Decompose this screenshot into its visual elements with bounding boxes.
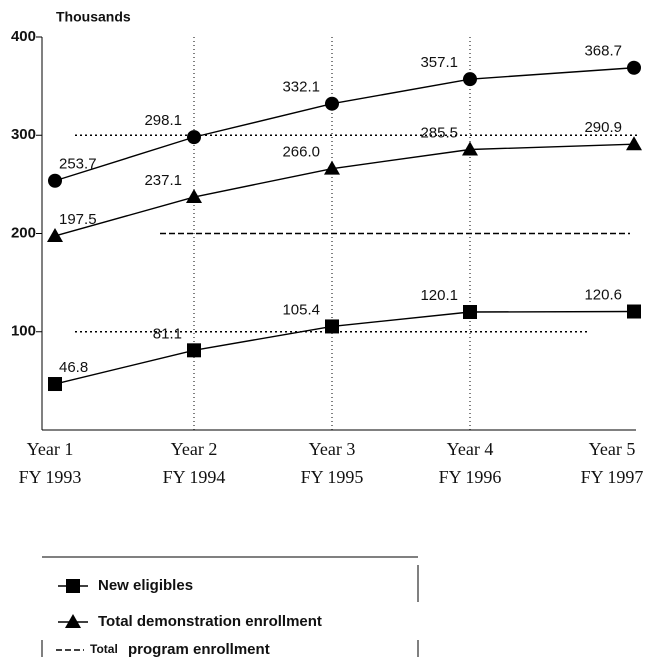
x-tick-sublabel: FY 1993 <box>19 467 82 487</box>
data-label: 266.0 <box>282 144 320 161</box>
series-line <box>54 143 635 237</box>
point <box>626 136 642 151</box>
legend-label: Total demonstration enrollment <box>98 613 322 630</box>
x-tick-label: Year 4 <box>447 439 494 459</box>
data-label: 120.6 <box>584 286 622 303</box>
point <box>187 130 201 145</box>
data-label: 105.4 <box>282 301 320 318</box>
point <box>325 319 339 334</box>
x-tick-sublabel: FY 1997 <box>581 467 644 487</box>
point <box>462 141 478 156</box>
data-label: 285.5 <box>420 124 458 141</box>
legend-marker <box>66 579 80 593</box>
point <box>48 173 62 188</box>
data-label: 120.1 <box>420 287 458 304</box>
x-tick-label: Year 1 <box>27 439 74 459</box>
point <box>47 227 63 242</box>
series-line <box>54 310 635 385</box>
x-tick-sublabel: FY 1994 <box>163 467 226 487</box>
y-tick-label: 200 <box>11 224 36 241</box>
point <box>627 60 641 75</box>
y-tick-label: 300 <box>11 126 36 143</box>
point <box>186 189 202 204</box>
x-tick-label: Year 3 <box>309 439 356 459</box>
series-line <box>54 67 635 182</box>
data-label: 368.7 <box>584 43 622 60</box>
data-label: 298.1 <box>144 112 182 129</box>
x-tick-sublabel: FY 1995 <box>301 467 364 487</box>
x-tick-sublabel: FY 1996 <box>439 467 502 487</box>
data-label: 81.1 <box>153 325 182 342</box>
legend-label: Total <box>90 642 118 656</box>
point <box>324 160 340 175</box>
data-label: 253.7 <box>59 156 97 173</box>
y-axis-label: Thousands <box>56 9 131 25</box>
data-label: 357.1 <box>420 54 458 71</box>
legend-label: program enrollment <box>128 641 270 657</box>
data-label: 46.8 <box>59 359 88 376</box>
data-label: 197.5 <box>59 211 97 228</box>
y-tick-label: 100 <box>11 323 36 340</box>
y-tick-label: 400 <box>11 28 36 45</box>
point <box>325 96 339 111</box>
point <box>627 304 641 319</box>
legend-label: New eligibles <box>98 577 193 594</box>
x-tick-label: Year 2 <box>171 439 218 459</box>
legend-marker <box>65 614 81 628</box>
data-label: 332.1 <box>282 79 320 96</box>
point <box>463 305 477 320</box>
point <box>48 377 62 392</box>
point <box>187 343 201 358</box>
data-label: 290.9 <box>584 119 622 136</box>
point <box>463 72 477 87</box>
x-tick-label: Year 5 <box>589 439 636 459</box>
data-label: 237.1 <box>144 172 182 189</box>
